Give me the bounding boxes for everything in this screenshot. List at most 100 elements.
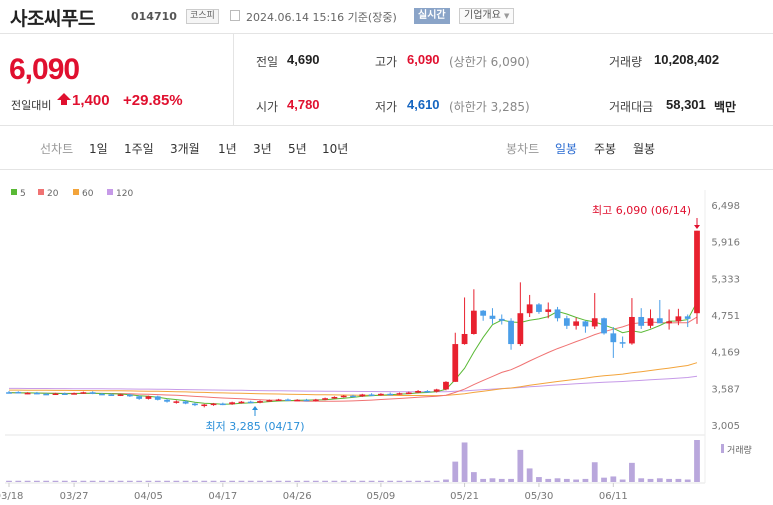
candle (322, 397, 328, 401)
volume-bar (34, 480, 40, 482)
volume-bar (508, 478, 514, 482)
volume-bar (470, 472, 477, 482)
candle-body (89, 392, 96, 394)
candle-body (638, 316, 645, 326)
stock-name: 사조씨푸드 (10, 8, 95, 30)
candle-body (322, 398, 328, 400)
candlestick-chart[interactable]: 5 20 60 120 6,498 5,916 5,333 4,751 4,169 3,5… (0, 170, 773, 505)
open-value: 4,780 (287, 97, 320, 112)
candle (238, 401, 245, 404)
legend-label-20: 20 (47, 189, 59, 199)
candle-body (433, 389, 440, 392)
volume-bar (43, 480, 50, 482)
realtime-button[interactable]: 실시간 (414, 8, 450, 24)
stock-chart[interactable]: 5 20 60 120 6,498 5,916 5,333 4,751 4,169 3,5… (0, 170, 773, 505)
volume-bar (117, 480, 124, 482)
candle-body (545, 309, 552, 312)
tab-monthly[interactable]: 월봉 (633, 142, 656, 156)
candle (24, 392, 31, 395)
volume-bar (563, 478, 570, 482)
x-tick-label: 04/05 (134, 491, 163, 502)
candle (43, 392, 50, 396)
tab-10year[interactable]: 10년 (322, 142, 349, 156)
candle-body (145, 396, 152, 399)
candle-body (610, 333, 617, 343)
candle-body (591, 318, 598, 327)
candle-body (536, 304, 542, 312)
candle (229, 401, 236, 405)
x-tick-label: 04/17 (208, 491, 237, 502)
volume-label: 거래량 (609, 55, 643, 69)
candle-body (647, 318, 654, 326)
volume-bar (247, 480, 254, 482)
volume-bar (52, 480, 59, 482)
volume-bar (15, 480, 22, 482)
volume-bar (61, 480, 68, 482)
candle-body (694, 230, 700, 314)
volume-bar (405, 480, 412, 482)
candle-body (619, 342, 626, 344)
candle-body (210, 403, 217, 406)
y-tick-label: 5,916 (711, 238, 740, 249)
tab-1year[interactable]: 1년 (218, 142, 237, 156)
volume-bar (275, 480, 282, 482)
tab-3year[interactable]: 3년 (253, 142, 272, 156)
volume-bar (99, 480, 105, 482)
volume-bar (545, 478, 552, 482)
trade-value-label: 거래대금 (609, 100, 654, 114)
volume-bar (201, 480, 208, 482)
candle (666, 309, 672, 330)
x-tick-label: 03/18 (0, 491, 23, 502)
tab-1day[interactable]: 1일 (89, 142, 108, 156)
volume-bar (24, 480, 31, 482)
candle-body (656, 318, 663, 324)
volume-bar (331, 480, 338, 482)
candle (247, 400, 254, 404)
volume-bar (136, 480, 143, 482)
volume-bar (192, 480, 198, 482)
tab-line-chart[interactable]: 선차트 (40, 142, 74, 156)
volume-bar (359, 480, 366, 482)
x-tick-label: 06/11 (599, 491, 628, 502)
candle (164, 398, 170, 403)
company-overview-button[interactable]: 기업개요 ▼ (459, 8, 515, 24)
tab-5year[interactable]: 5년 (288, 142, 307, 156)
volume-bar (126, 480, 133, 482)
volume-bar (238, 480, 245, 482)
candle (480, 310, 487, 321)
candle-body (182, 401, 189, 404)
candle-body (331, 396, 338, 399)
volume-bar (489, 478, 496, 482)
candle (368, 393, 375, 396)
candle-body (340, 395, 347, 398)
volume-bar (638, 478, 645, 482)
candle (498, 314, 505, 325)
candle-body (359, 394, 366, 397)
high-arrow-icon (694, 225, 700, 229)
candle-body (164, 399, 170, 402)
candle (517, 282, 524, 346)
candle-body (405, 392, 412, 395)
volume-bar (433, 480, 440, 482)
candles (6, 230, 700, 408)
tab-daily[interactable]: 일봉 (555, 142, 578, 156)
volume-bar (80, 480, 87, 482)
volume-bar (536, 477, 542, 482)
tab-1week[interactable]: 1주일 (124, 142, 154, 156)
candle (554, 306, 561, 322)
tab-candle-chart[interactable]: 봉차트 (506, 142, 540, 156)
divider (233, 34, 234, 126)
low-value: 4,610 (407, 97, 440, 112)
candle-body (508, 320, 514, 345)
ma5-line (8, 301, 698, 405)
y-tick-labels: 6,498 5,916 5,333 4,751 4,169 3,587 3,005 (711, 201, 740, 432)
volume-bar (582, 478, 589, 482)
tab-3month[interactable]: 3개월 (170, 142, 200, 156)
candle-body (52, 393, 59, 396)
y-tick-label: 4,751 (711, 311, 740, 322)
candle-body (480, 310, 487, 316)
candle-body (126, 394, 133, 397)
tab-weekly[interactable]: 주봉 (594, 142, 617, 156)
candle (470, 289, 477, 335)
candle (489, 308, 496, 324)
